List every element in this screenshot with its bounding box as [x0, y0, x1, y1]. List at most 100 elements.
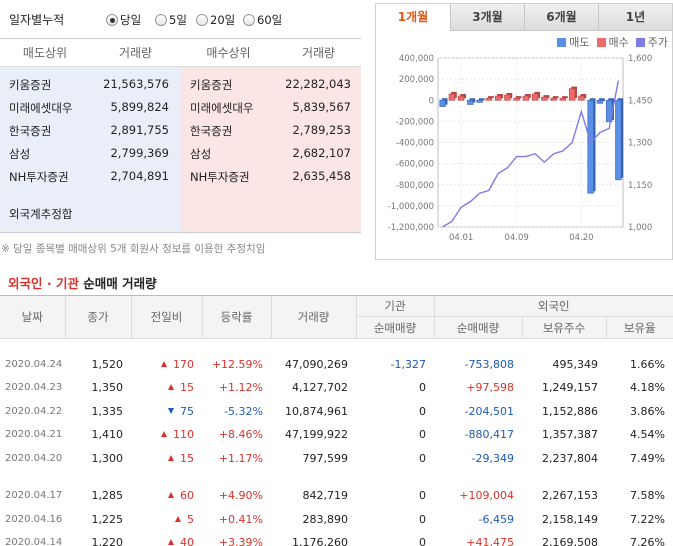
rank-row: 삼성 2,799,369 삼성 2,682,107	[0, 142, 361, 165]
spacer-row	[0, 339, 673, 353]
cell-inst-net: 0	[419, 404, 426, 418]
cell-foreign-net: -29,349	[471, 451, 514, 465]
left-tick-label: 0	[429, 96, 434, 106]
tab-6month[interactable]: 6개월	[524, 4, 598, 31]
rank-row: 미래에셋대우 5,899,824 미래에셋대우 5,839,567	[0, 96, 361, 119]
header-volume: 거래량	[270, 295, 356, 339]
cell-rate: +0.41%	[218, 512, 263, 526]
radio-20day[interactable]: 20일	[196, 12, 235, 28]
tab-1year[interactable]: 1년	[598, 4, 672, 31]
up-arrow-icon	[168, 384, 174, 391]
cell-ratio: 1.66%	[630, 357, 665, 371]
radio-dot-icon	[243, 14, 255, 26]
radio-60day[interactable]: 60일	[243, 12, 282, 28]
right-tick-label: 1,600	[628, 54, 652, 64]
header-holdings: 보유주수	[521, 316, 606, 339]
right-tick-label: 1,300	[628, 139, 652, 149]
section-title: 외국인 · 기관 순매매 거래량	[8, 273, 157, 292]
rank-row: 키움증권 21,563,576 키움증권 22,282,043	[0, 73, 361, 96]
buy-bar	[504, 94, 511, 101]
legend-sell: 매도	[557, 34, 590, 50]
legend-swatch-icon	[557, 37, 567, 47]
radio-dot-icon	[155, 14, 167, 26]
change-value: 15	[180, 451, 194, 465]
radio-dot-icon	[196, 14, 208, 26]
buy-bar	[541, 96, 548, 101]
sell-volume: 2,799,369	[110, 146, 169, 160]
buy-volume: 2,682,107	[292, 146, 351, 160]
change-value: 60	[180, 489, 194, 503]
buy-side-background	[181, 67, 361, 233]
sell-bar	[596, 99, 604, 104]
cell-ratio: 7.26%	[630, 536, 665, 546]
table-row: 2020.04.22 1,335 75 -5.32% 10,874,961 0 …	[0, 400, 673, 424]
cell-date: 2020.04.24	[5, 358, 63, 370]
section-title-rest: 순매매 거래량	[78, 276, 157, 291]
sell-broker: 미래에셋대우	[9, 101, 73, 115]
sell-bar	[476, 99, 483, 103]
tab-3month[interactable]: 3개월	[450, 4, 524, 31]
cell-foreign-net: +97,598	[466, 381, 514, 395]
tab-1month[interactable]: 1개월	[376, 4, 450, 31]
foreign-estimate-label: 외국계추정합	[9, 207, 73, 221]
left-tick-label: -400,000	[396, 139, 434, 149]
rank-body: 키움증권 21,563,576 키움증권 22,282,043 미래에셋대우 5…	[0, 67, 361, 233]
table-row: 2020.04.14 1,220 40 +3.39% 1,176,260 0 +…	[0, 531, 673, 546]
cell-change: 110	[131, 423, 202, 447]
buy-bar-shadow	[488, 96, 494, 99]
rank-row: NH투자증권 2,704,891 NH투자증권 2,635,458	[0, 165, 361, 188]
cell-inst-net: 0	[419, 536, 426, 546]
cell-change: 40	[131, 531, 202, 546]
right-tick-label: 1,450	[628, 96, 652, 106]
cell-ratio: 3.86%	[630, 404, 665, 418]
sell-bar	[615, 99, 622, 181]
x-tick-label: 04.20	[569, 233, 593, 243]
cell-date: 2020.04.20	[5, 452, 63, 464]
cell-ratio: 4.54%	[630, 428, 665, 442]
buy-broker: 한국증권	[190, 124, 233, 138]
net-volume-price-chart: 400,000 200,000 0 -200,000 -400,000 -600,000 -…	[388, 54, 653, 243]
radio-today[interactable]: 당일	[106, 12, 141, 28]
cell-ratio: 4.18%	[630, 381, 665, 395]
cell-inst-net: -1,327	[390, 357, 426, 371]
cell-foreign-net: -204,501	[464, 404, 514, 418]
period-title: 일자별누적	[9, 13, 65, 27]
left-tick-label: 400,000	[399, 54, 434, 64]
buy-bar	[457, 95, 465, 101]
up-arrow-icon	[175, 515, 181, 522]
sell-volume: 2,891,755	[110, 123, 169, 137]
cell-inst-net: 0	[419, 489, 426, 503]
table-row: 2020.04.20 1,300 15 +1.17% 797,599 0 -29…	[0, 447, 673, 471]
radio-dot-icon	[106, 14, 118, 26]
cell-rate: +12.59%	[211, 357, 263, 371]
buy-bar	[448, 93, 456, 101]
investor-trade-table: 날짜 종가 전일비 등락률 거래량 기관 외국인 순매매량 순매매량 보유주수 …	[0, 295, 673, 546]
sell-volume: 2,704,891	[110, 169, 169, 183]
cell-volume: 10,874,961	[285, 404, 348, 418]
cell-volume: 797,599	[302, 451, 349, 465]
cell-inst-net: 0	[419, 512, 426, 526]
header-sell-volume: 거래량	[118, 46, 153, 60]
change-value: 5	[187, 512, 194, 526]
cell-rate: +1.17%	[218, 451, 263, 465]
cell-holdings: 1,152,886	[542, 404, 598, 418]
radio-label: 60일	[257, 13, 283, 27]
header-institution: 기관	[355, 295, 434, 317]
cell-change: 60	[131, 484, 202, 508]
sell-bar	[587, 99, 594, 194]
cell-close: 1,520	[91, 357, 124, 371]
foreign-estimate-row: 외국계추정합	[0, 202, 361, 225]
up-arrow-icon	[168, 539, 174, 546]
change-value: 75	[180, 404, 194, 418]
chart-tabs: 1개월 3개월 6개월 1년	[376, 4, 673, 31]
header-sell-broker: 매도상위	[22, 46, 68, 60]
cell-close: 1,300	[91, 451, 124, 465]
cell-inst-net: 0	[419, 381, 426, 395]
radio-5day[interactable]: 5일	[155, 12, 187, 28]
sell-broker: 삼성	[9, 147, 31, 161]
cell-volume: 283,890	[302, 512, 349, 526]
cell-close: 1,220	[91, 536, 124, 546]
buy-bar	[568, 88, 576, 101]
sell-volume: 21,563,576	[103, 77, 169, 91]
buy-bar-shadow	[543, 95, 550, 99]
